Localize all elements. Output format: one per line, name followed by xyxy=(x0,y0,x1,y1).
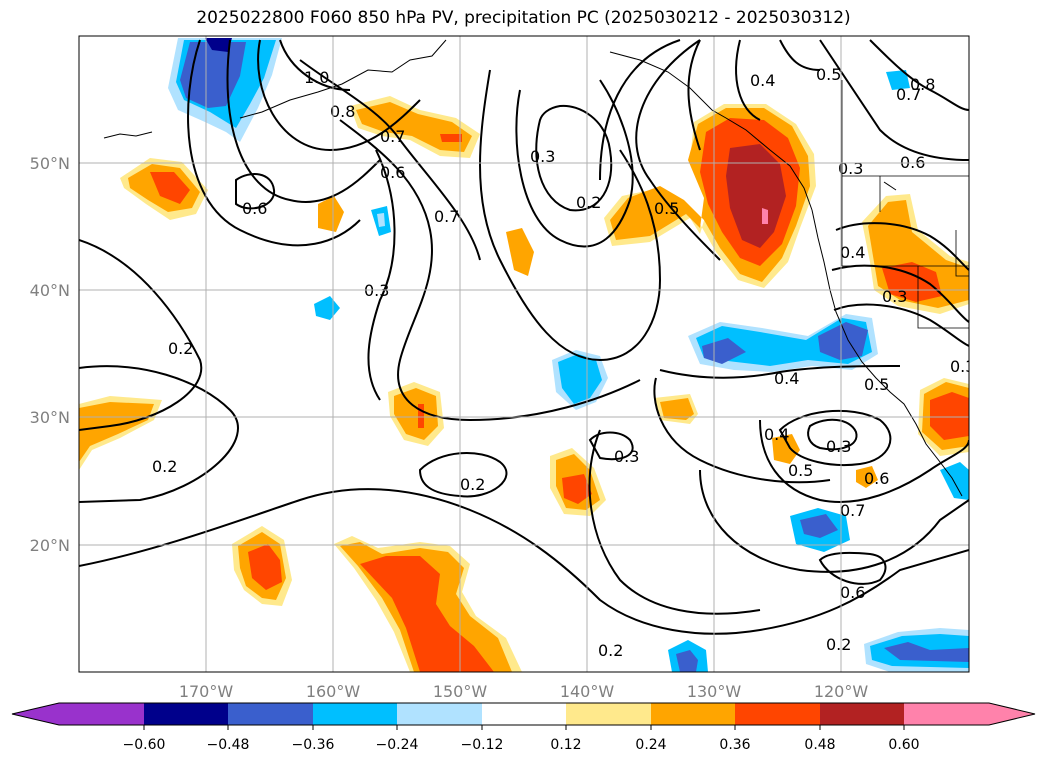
contour-label: 0.6 xyxy=(380,163,405,182)
colorbar-tick-label: −0.48 xyxy=(207,737,250,753)
contour-labels: 1.0 0.8 0.7 0.6 0.6 0.7 0.3 0.3 0.2 0.5 … xyxy=(152,65,975,660)
coast-alaska xyxy=(239,39,447,119)
colorbar-bin xyxy=(904,703,989,725)
colorbar-tick-label: 0.36 xyxy=(719,737,750,753)
contour-label: 0.3 xyxy=(826,437,851,456)
lon-label: 170°W xyxy=(179,682,234,701)
colorbar-tick-label: 0.60 xyxy=(888,737,919,753)
colorbar-extend-high xyxy=(989,703,1035,725)
contour-label: 0.3 xyxy=(530,147,555,166)
colorbar-tick-label: −0.24 xyxy=(376,737,419,753)
contour-label: 0.2 xyxy=(576,193,601,212)
lon-labels: 170°W 160°W 150°W 140°W 130°W 120°W xyxy=(179,682,869,701)
lat-labels: 50°N 40°N 30°N 20°N xyxy=(30,154,70,555)
colorbar-tick-label: −0.36 xyxy=(292,737,335,753)
contour-label: 0.7 xyxy=(434,207,459,226)
contour-label: 0.4 xyxy=(774,369,799,388)
coast-west-us xyxy=(811,209,963,497)
colorbar-outline xyxy=(11,702,1036,726)
colorbar-tick-label: −0.60 xyxy=(123,737,166,753)
coastlines xyxy=(103,39,963,497)
lon-label: 130°W xyxy=(687,682,742,701)
contour-label: 0.3 xyxy=(838,159,863,178)
contour-label: 0.5 xyxy=(788,461,813,480)
map-title: 2025022800 F060 850 hPa PV, precipitatio… xyxy=(196,8,851,28)
contour-label: 1.0 xyxy=(304,68,329,87)
lat-label: 20°N xyxy=(30,536,70,555)
colorbar-bin xyxy=(59,703,144,725)
contour-label: 0.7 xyxy=(840,501,865,520)
lat-label: 50°N xyxy=(30,154,70,173)
lon-label: 140°W xyxy=(560,682,615,701)
contour-label: 0.4 xyxy=(840,243,865,262)
colorbar-tick-label: 0.24 xyxy=(635,737,666,753)
colorbar-bin xyxy=(651,703,735,725)
contour-label: 0.4 xyxy=(764,425,789,444)
colorbar-bin xyxy=(144,703,228,725)
colorbar-bin xyxy=(397,703,482,725)
contour-label: 0.2 xyxy=(152,457,177,476)
contour-label: 0.8 xyxy=(330,102,355,121)
graticule xyxy=(79,36,969,672)
lat-label: 40°N xyxy=(30,281,70,300)
contour-label: 0.6 xyxy=(242,199,267,218)
political-borders xyxy=(841,80,969,329)
colorbar-extend-low xyxy=(12,703,59,725)
contour-label: 0.2 xyxy=(826,635,851,654)
contour-label: 0.3 xyxy=(614,447,639,466)
contour-label: 0.7 xyxy=(896,85,921,104)
contour-label: 0.4 xyxy=(750,71,775,90)
precip-shading xyxy=(79,38,969,672)
lon-label: 120°W xyxy=(814,682,869,701)
colorbar: −0.60 −0.48 −0.36 −0.24 −0.12 0.12 0.24 … xyxy=(11,702,1036,753)
contour-label: 0.5 xyxy=(654,199,679,218)
colorbar-bin xyxy=(820,703,904,725)
contour-label: 0.5 xyxy=(816,65,841,84)
colorbar-bin xyxy=(566,703,651,725)
map-frame xyxy=(78,35,970,673)
colorbar-tick-label: −0.12 xyxy=(461,737,504,753)
contour-label: 0.2 xyxy=(598,641,623,660)
contour-label: 0.6 xyxy=(840,583,865,602)
lon-label: 150°W xyxy=(433,682,488,701)
lon-label: 160°W xyxy=(306,682,361,701)
contour-label: 0.6 xyxy=(864,469,889,488)
contour-label: 0.2 xyxy=(460,475,485,494)
contour-label: 0.7 xyxy=(380,127,405,146)
contour-label: 0.2 xyxy=(168,339,193,358)
contour-label: 0.3 xyxy=(950,357,975,376)
colorbar-tick-label: 0.12 xyxy=(550,737,581,753)
lat-label: 30°N xyxy=(30,408,70,427)
contour-label: 0.8 xyxy=(910,75,935,94)
colorbar-bin xyxy=(313,703,397,725)
colorbar-bin xyxy=(482,703,566,725)
colorbar-bin xyxy=(228,703,313,725)
colorbar-tick-label: 0.48 xyxy=(804,737,835,753)
contour-label: 0.5 xyxy=(864,375,889,394)
contour-label: 0.3 xyxy=(882,287,907,306)
colorbar-bin xyxy=(735,703,820,725)
